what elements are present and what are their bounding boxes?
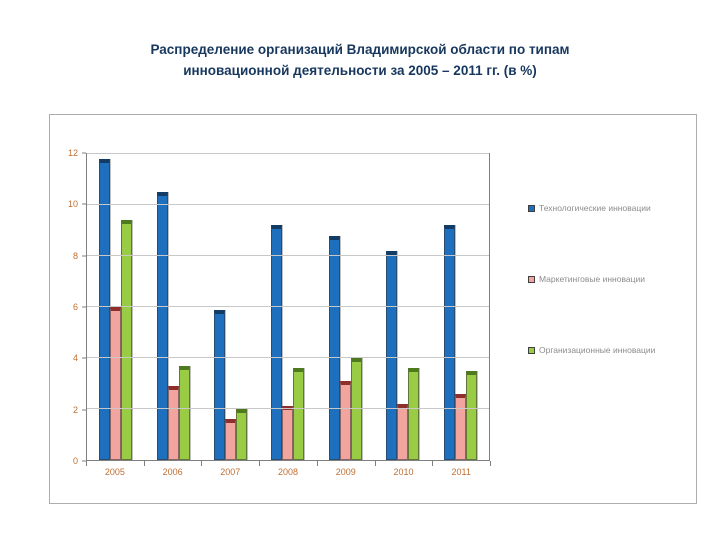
x-tick-mark (490, 461, 491, 466)
bar (386, 250, 398, 460)
bar (443, 225, 455, 460)
y-tick-label: 6 (72, 302, 78, 312)
bar (282, 406, 294, 460)
chart-frame: 0 2 4 6 8 10 12 2005 2006 2007 2008 2009 2010 2011 Т… (49, 114, 697, 504)
y-tick-mark (82, 306, 86, 308)
bar (454, 393, 466, 460)
x-tick-mark (201, 461, 203, 466)
bar (397, 403, 409, 460)
x-tick-label: 2007 (220, 467, 241, 477)
bar (293, 368, 305, 460)
bar-group (317, 154, 374, 460)
bar (99, 159, 111, 460)
legend-swatch (528, 204, 535, 212)
bar (350, 358, 362, 460)
x-tick-mark (259, 461, 261, 466)
bar (214, 309, 226, 460)
bar-group (374, 154, 431, 460)
bar (271, 225, 283, 460)
bar-group (432, 154, 489, 460)
y-tick-label: 12 (67, 148, 78, 158)
bar-group (87, 154, 144, 460)
y-tick-label: 0 (72, 456, 78, 466)
legend-item: Организационные инновации (528, 345, 696, 355)
bar (156, 192, 168, 460)
y-tick-mark (82, 357, 86, 359)
x-tick-mark (374, 461, 376, 466)
y-tick-mark (82, 409, 86, 411)
x-tick-label: 2006 (162, 467, 183, 477)
legend-item: Технологические инновации (528, 203, 696, 213)
legend-swatch (528, 346, 535, 354)
x-tick-mark (316, 461, 318, 466)
page-title: Распределение организаций Владимирской о… (0, 40, 720, 82)
y-tick-mark (82, 460, 86, 462)
y-tick-label: 2 (72, 404, 78, 415)
legend-item: Маркетинговые инновации (528, 274, 696, 284)
page-title-line1: Распределение организаций Владимирской о… (150, 42, 570, 57)
bar (236, 409, 248, 460)
x-axis-ticks (86, 461, 491, 466)
bar (339, 380, 351, 460)
bar-groups (87, 154, 489, 460)
bar (408, 368, 420, 460)
legend: Технологические инновации Маркетинговые и… (528, 203, 696, 416)
y-axis: 0 2 4 6 8 10 12 (50, 148, 86, 466)
x-tick-label: 2010 (393, 467, 414, 477)
legend-swatch (528, 275, 535, 283)
bar (178, 365, 190, 460)
y-tick-mark (82, 255, 86, 257)
legend-label: Организационные инновации (539, 345, 656, 355)
legend-label: Технологические инновации (539, 203, 651, 213)
x-axis: 2005 2006 2007 2008 2009 2010 2011 (86, 467, 490, 477)
y-tick-label: 8 (72, 250, 78, 261)
x-tick-label: 2008 (278, 467, 299, 477)
y-tick-mark (82, 152, 86, 154)
y-tick-label: 4 (72, 353, 78, 364)
bar (121, 220, 133, 460)
x-tick-label: 2011 (451, 467, 471, 477)
bar (465, 370, 477, 460)
y-tick-mark (82, 203, 86, 205)
legend-label: Маркетинговые инновации (539, 274, 645, 284)
x-tick-label: 2005 (104, 467, 125, 477)
bar (328, 235, 340, 460)
bar (225, 419, 237, 460)
y-tick-label: 10 (67, 199, 78, 210)
bar-group (259, 154, 316, 460)
bar-group (202, 154, 259, 460)
bar-group (144, 154, 201, 460)
x-tick-mark (143, 461, 145, 466)
plot-area (86, 153, 490, 461)
bar (110, 307, 122, 460)
page-title-line2: инновационной деятельности за 2005 – 201… (183, 62, 537, 78)
x-tick-mark (432, 461, 434, 466)
x-tick-mark (86, 461, 87, 466)
bar (167, 386, 179, 460)
x-tick-label: 2009 (335, 467, 356, 477)
